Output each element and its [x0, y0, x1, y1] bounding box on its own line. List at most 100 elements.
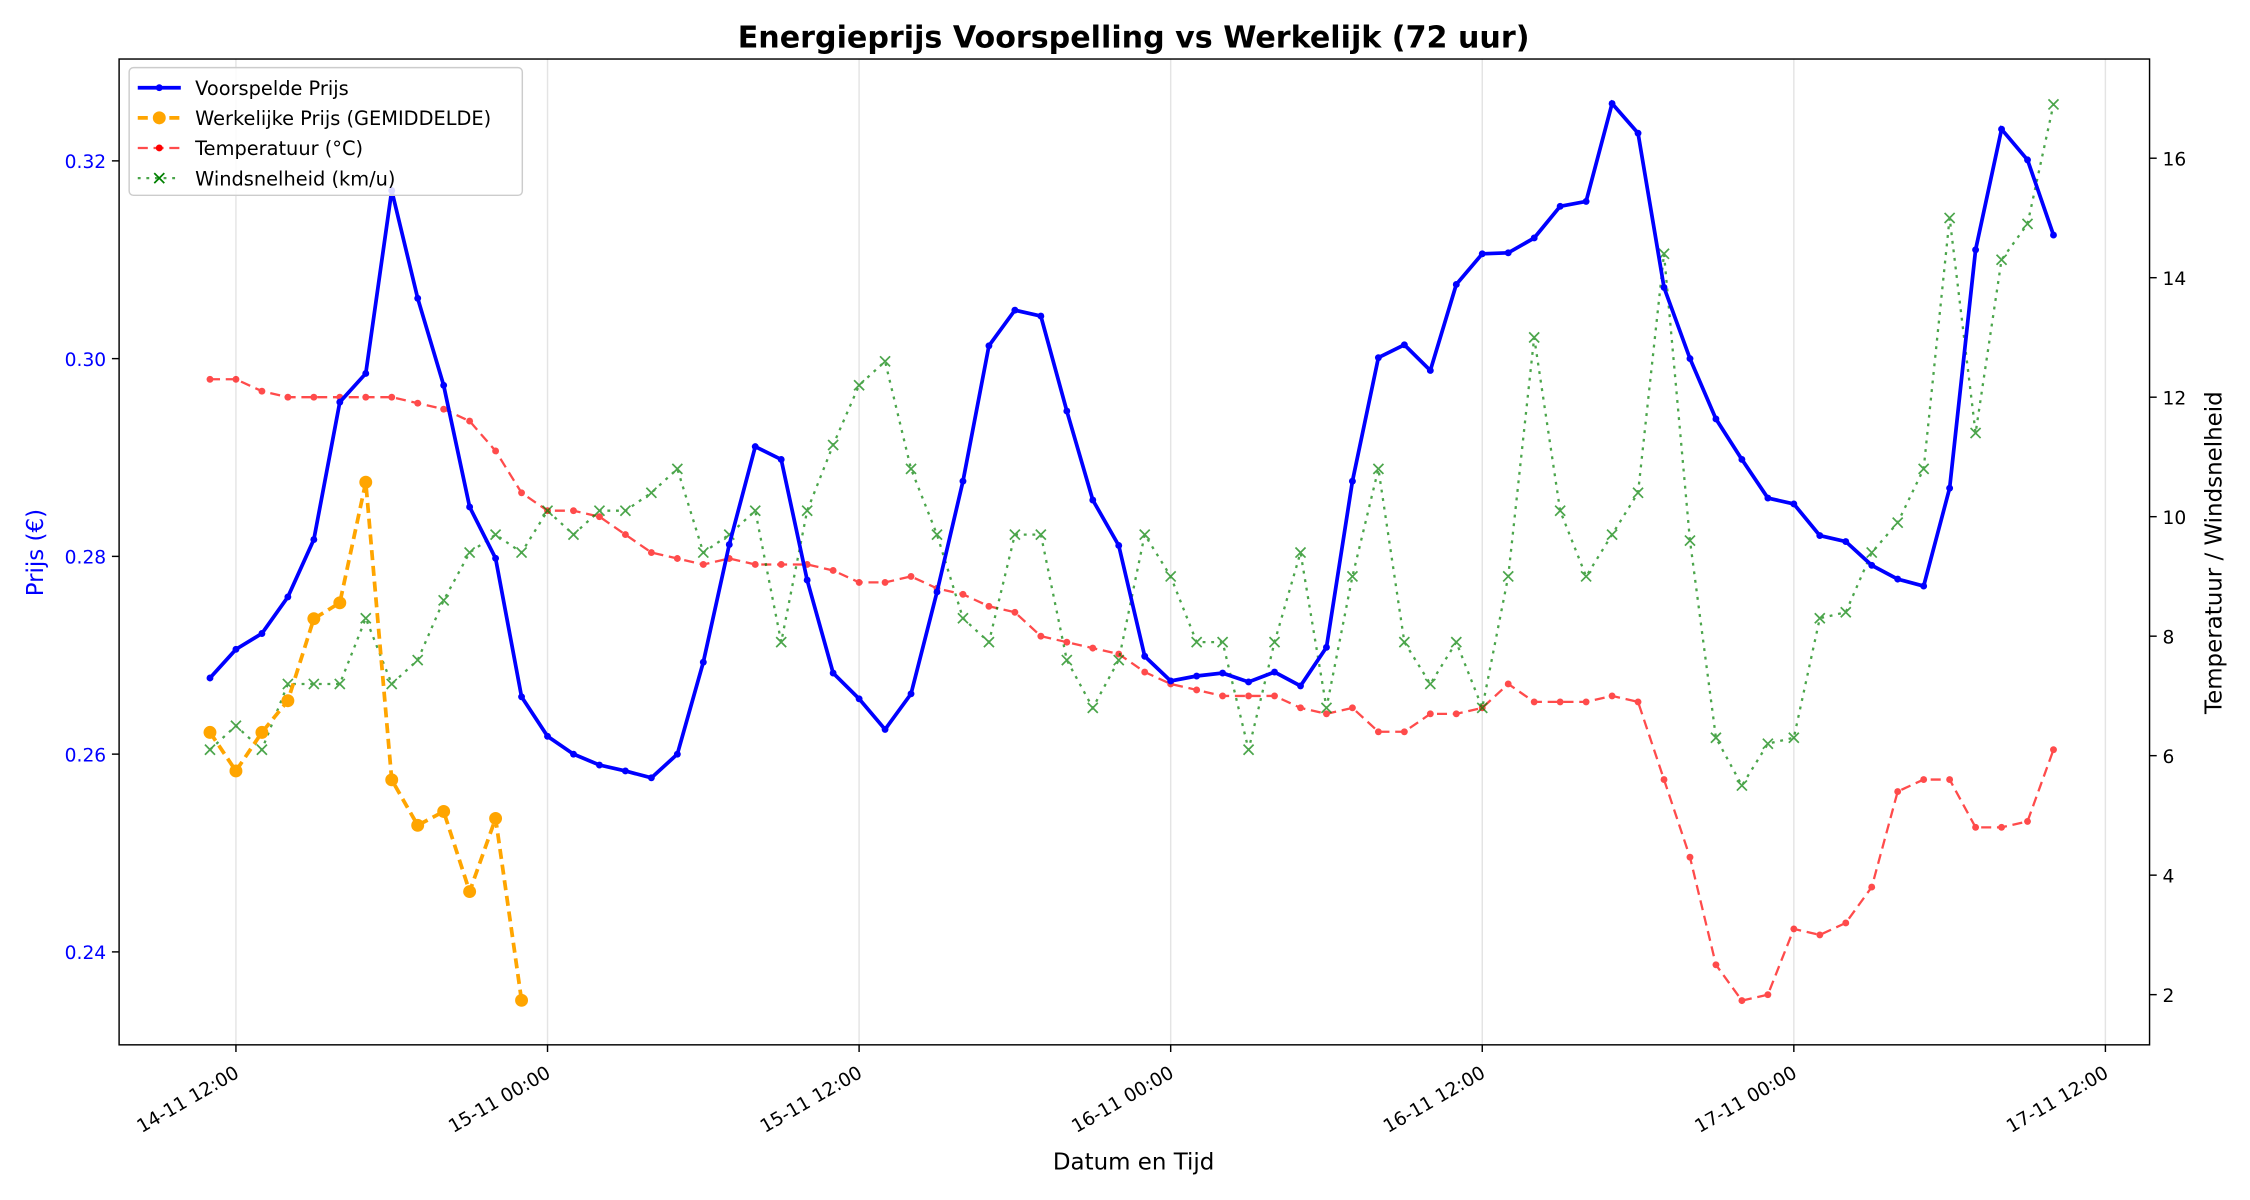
data-point: [360, 612, 372, 624]
data-point: [336, 398, 344, 406]
data-point: [310, 536, 318, 544]
data-point: [1556, 698, 1564, 706]
data-point: [1089, 496, 1097, 504]
data-point: [1634, 698, 1642, 706]
data-point: [489, 528, 502, 541]
data-point: [699, 658, 707, 666]
data-point: [1632, 487, 1644, 499]
data-point: [1580, 570, 1592, 583]
data-point: [959, 590, 967, 598]
data-point: [1089, 644, 1097, 652]
data-point: [777, 561, 785, 568]
data-point: [1400, 728, 1408, 736]
legend-marker: [152, 111, 166, 125]
data-point: [256, 744, 268, 756]
data-point: [829, 567, 837, 574]
data-point: [1608, 100, 1616, 107]
data-point: [1323, 643, 1330, 651]
data-point: [725, 541, 733, 548]
data-point: [1816, 931, 1824, 939]
data-point: [2024, 156, 2031, 164]
series-line: [209, 378, 2055, 1002]
data-point: [907, 572, 915, 580]
data-point: [2021, 218, 2034, 230]
data-point: [1684, 534, 1696, 547]
data-point: [647, 549, 655, 556]
data-point: [1504, 680, 1512, 688]
legend-marker: [153, 172, 165, 184]
data-point: [985, 342, 993, 350]
data-point: [1216, 636, 1229, 648]
data-point: [2050, 746, 2057, 754]
data-point: [232, 645, 240, 653]
data-point: [518, 489, 526, 497]
data-point: [386, 678, 398, 690]
data-point: [203, 725, 217, 739]
data-point: [307, 612, 321, 626]
data-point: [1764, 991, 1772, 999]
data-point: [1139, 528, 1151, 541]
data-point: [801, 505, 813, 517]
y-tick-label-right: 4: [2162, 866, 2174, 887]
data-point: [229, 764, 243, 778]
data-point: [2024, 817, 2031, 825]
data-point: [308, 678, 320, 690]
data-point: [1788, 732, 1800, 744]
data-point: [1242, 744, 1255, 756]
data-point: [518, 693, 526, 701]
legend-marker: [155, 84, 163, 92]
data-point: [515, 993, 529, 1007]
legend-label: Werkelijke Prijs (GEMIDDELDE): [195, 107, 491, 130]
data-point: [697, 546, 709, 559]
data-point: [1790, 925, 1798, 933]
data-point: [1452, 710, 1460, 718]
data-point: [1115, 542, 1123, 549]
data-point: [1348, 704, 1356, 712]
data-point: [1011, 608, 1019, 616]
data-point: [1478, 250, 1486, 258]
y-tick-label-right: 6: [2162, 747, 2174, 768]
data-point: [310, 393, 318, 401]
data-point: [466, 503, 474, 511]
data-point: [1141, 652, 1149, 660]
data-point: [1346, 570, 1359, 583]
data-point: [1245, 678, 1253, 686]
data-point: [1892, 517, 1904, 529]
data-point: [204, 744, 216, 756]
series-layer: [203, 98, 2060, 1007]
data-point: [1294, 546, 1307, 559]
data-point: [1946, 484, 1954, 492]
data-point: [437, 805, 451, 818]
data-point: [1193, 672, 1201, 680]
data-point: [775, 636, 787, 648]
data-point: [1946, 776, 1954, 784]
data-point: [1920, 582, 1928, 590]
data-point: [1219, 669, 1227, 677]
data-point: [570, 507, 577, 515]
data-point: [1582, 197, 1590, 205]
data-point: [492, 554, 500, 562]
data-point: [463, 885, 477, 899]
data-point: [1660, 776, 1668, 784]
data-point: [1918, 463, 1930, 475]
y-tick-label-right: 14: [2162, 269, 2186, 290]
data-point: [1554, 505, 1566, 517]
data-point: [1165, 570, 1177, 583]
y-axis-label-right: Temperatuur / Windsnelheid: [2201, 391, 2227, 715]
legend-entry: Windsnelheid (km/u): [137, 167, 395, 190]
data-point: [803, 576, 811, 584]
data-point: [515, 546, 528, 559]
data-point: [1686, 355, 1694, 363]
data-point: [1712, 415, 1720, 423]
legend-entry: Werkelijke Prijs (GEMIDDELDE): [137, 107, 491, 130]
data-point: [596, 761, 603, 769]
data-point: [440, 381, 448, 389]
data-point: [232, 375, 240, 383]
data-point: [1268, 636, 1281, 648]
data-point: [1348, 477, 1356, 485]
data-point: [258, 387, 266, 395]
data-point: [489, 811, 503, 825]
data-point: [1686, 853, 1694, 861]
data-point: [671, 463, 683, 475]
data-point: [284, 593, 292, 601]
